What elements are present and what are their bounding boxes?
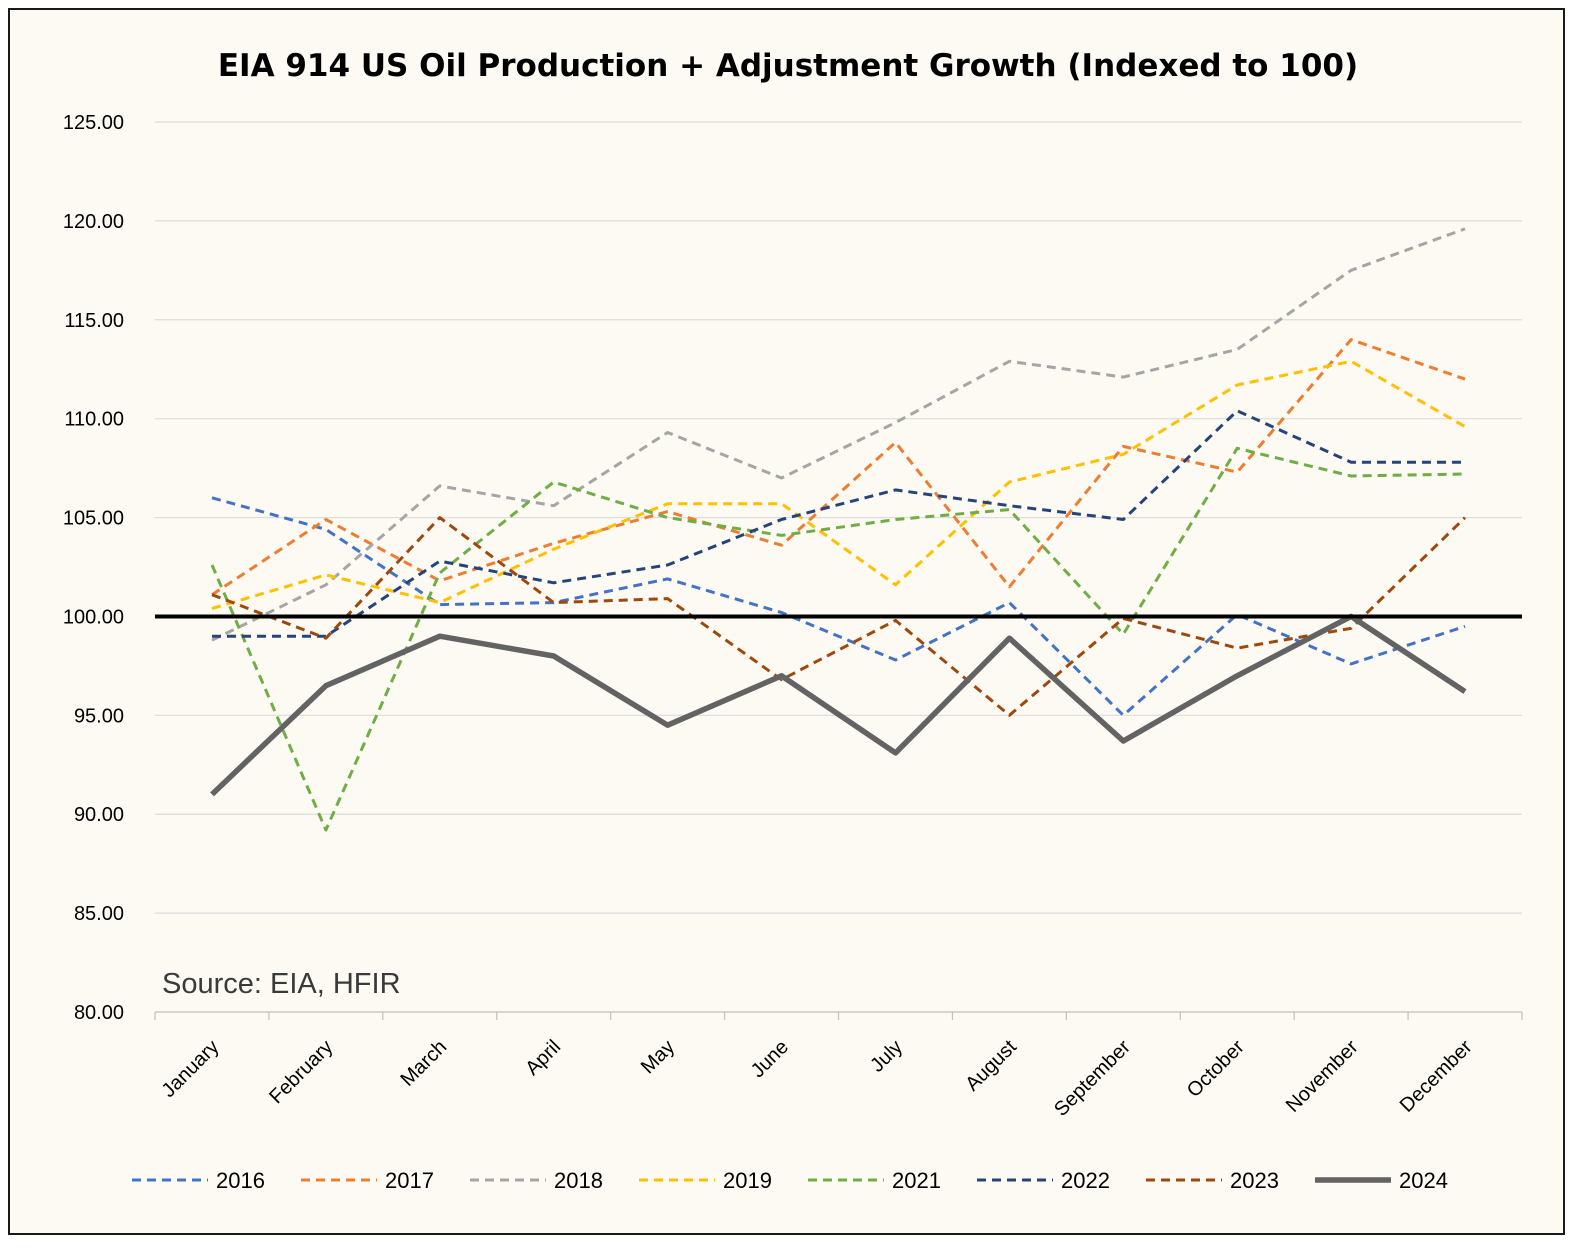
legend-item-2019: 2019	[639, 1168, 772, 1193]
legend-label: 2017	[385, 1168, 434, 1193]
y-tick-label: 85.00	[74, 903, 124, 925]
legend-label: 2022	[1061, 1168, 1110, 1193]
y-tick-label: 115.00	[64, 310, 124, 332]
series-line-2021	[210, 446, 1466, 832]
chart-frame: EIA 914 US Oil Production + Adjustment G…	[8, 8, 1565, 1235]
x-tick-label: August	[961, 1036, 1021, 1096]
series-line-2024	[210, 613, 1467, 797]
y-tick-label: 100.00	[63, 606, 124, 628]
chart-title: EIA 914 US Oil Production + Adjustment G…	[218, 48, 1358, 84]
legend-label: 2019	[723, 1168, 772, 1193]
gridlines	[155, 121, 1522, 1013]
legend: 2016 2017 2018 2019 2021 2022 2023 2024	[132, 1168, 1448, 1193]
x-tick-label: March	[396, 1036, 451, 1091]
legend-label: 2021	[892, 1168, 941, 1193]
legend-label: 2023	[1230, 1168, 1279, 1193]
legend-item-2017: 2017	[301, 1168, 434, 1193]
series-lines	[210, 227, 1467, 832]
legend-item-2016: 2016	[132, 1168, 265, 1193]
line-chart: EIA 914 US Oil Production + Adjustment G…	[63, 48, 1523, 1193]
x-tick-label: February	[265, 1036, 337, 1108]
y-tick-label: 80.00	[74, 1002, 124, 1024]
x-tick-label: December	[1396, 1036, 1477, 1117]
legend-item-2024: 2024	[1315, 1168, 1448, 1193]
y-tick-label: 120.00	[63, 211, 124, 233]
legend-item-2023: 2023	[1146, 1168, 1279, 1193]
x-tick-label: January	[158, 1036, 224, 1102]
x-tick-label: June	[747, 1036, 793, 1082]
legend-item-2021: 2021	[808, 1168, 941, 1193]
x-tick-label: September	[1050, 1036, 1135, 1121]
legend-item-2018: 2018	[470, 1168, 603, 1193]
x-tick-label: July	[866, 1036, 907, 1077]
legend-label: 2024	[1399, 1168, 1448, 1193]
x-tick-label: October	[1183, 1036, 1249, 1102]
y-tick-label: 90.00	[74, 804, 124, 826]
y-tick-label: 105.00	[63, 508, 124, 530]
series-line-2017	[211, 338, 1466, 596]
x-tick-label: May	[637, 1036, 679, 1078]
y-tick-label: 125.00	[63, 112, 124, 134]
legend-label: 2016	[216, 1168, 265, 1193]
series-line-2023	[211, 516, 1467, 717]
y-tick-label: 110.00	[64, 409, 124, 431]
y-tick-label: 95.00	[74, 705, 124, 727]
series-line-2016	[211, 496, 1466, 717]
x-tick-label: November	[1282, 1036, 1363, 1117]
x-axis: January February March April May June July Augu…	[154, 1012, 1523, 1121]
series-line-2018	[211, 227, 1466, 642]
source-note: Source: EIA, HFIR	[162, 968, 401, 1000]
x-tick-label: April	[521, 1036, 565, 1080]
series-line-2019	[211, 359, 1466, 610]
y-axis: 80.00 85.00 90.00 95.00 100.00 105.00 110.00 11…	[63, 112, 124, 1024]
legend-item-2022: 2022	[977, 1168, 1110, 1193]
legend-label: 2018	[554, 1168, 603, 1193]
series-line-2022	[212, 409, 1465, 638]
